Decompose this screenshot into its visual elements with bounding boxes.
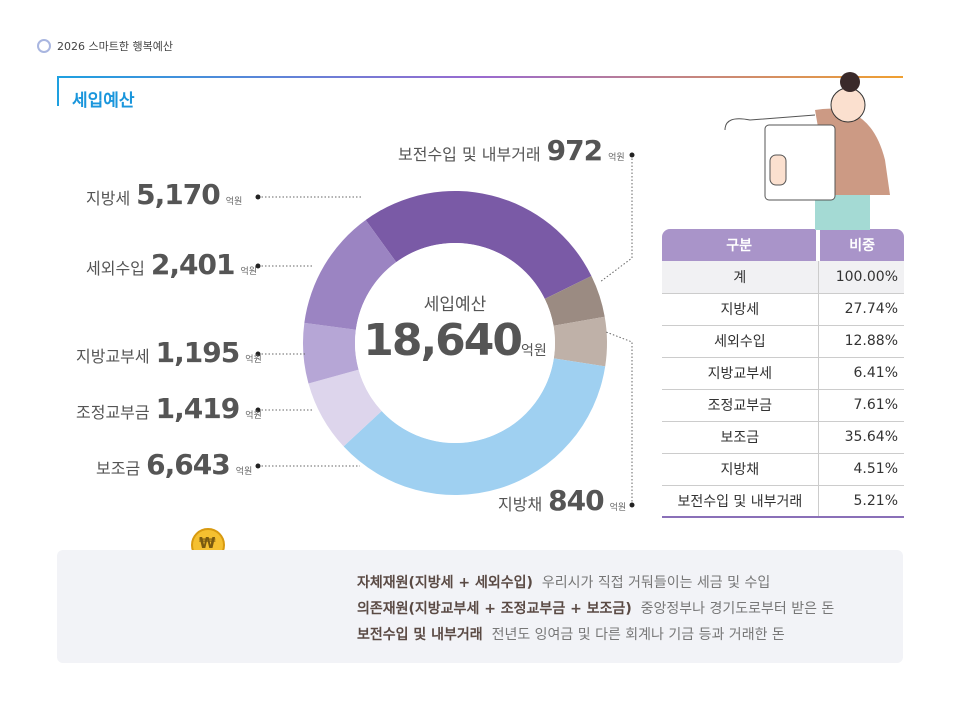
slice-unit: 억원 <box>608 153 625 163</box>
slice-label: 지방채 840 억원 <box>498 484 626 517</box>
slice-name: 세외수입 <box>86 259 145 278</box>
slice-unit: 억원 <box>609 503 627 513</box>
donut-slice <box>304 220 397 330</box>
category-cell: 세외수입 <box>662 325 819 358</box>
center-label: 세입예산 <box>423 295 487 315</box>
category-cell: 지방채 <box>662 453 819 486</box>
slice-unit: 억원 <box>245 355 262 365</box>
share-cell: 27.74% <box>817 293 904 326</box>
slice-value: 1,195 <box>155 336 241 369</box>
slice-unit: 억원 <box>240 267 258 277</box>
doc-title: 2026 스마트한 행복예산 <box>57 40 173 53</box>
leader-dot <box>255 194 261 200</box>
logo-icon <box>37 39 51 53</box>
share-cell: 4.51% <box>817 453 904 486</box>
table-row: 지방세 27.74% <box>662 293 904 326</box>
leader-dot <box>629 502 635 508</box>
share-cell: 35.64% <box>817 421 904 454</box>
notes-box: 자체재원(지방세 + 세외수입) 우리시가 직접 거둬들이는 세금 및 수입 의… <box>57 550 903 663</box>
table-row: 세외수입 12.88% <box>662 325 904 358</box>
slice-unit: 억원 <box>245 411 262 421</box>
note-term: 자체재원(지방세 + 세외수입) <box>357 575 533 591</box>
slice-name: 지방채 <box>498 495 543 514</box>
note-line: 자체재원(지방세 + 세외수입) 우리시가 직접 거둬들이는 세금 및 수입 <box>357 572 770 592</box>
leader-dot <box>255 263 261 269</box>
section-frame <box>57 76 903 106</box>
donut-slice <box>308 369 382 447</box>
share-cell: 6.41% <box>817 357 904 390</box>
slice-value: 2,401 <box>150 248 236 281</box>
donut-slice <box>343 358 606 495</box>
donut-center: 세입예산 18,640억원 <box>355 290 555 366</box>
share-cell: 12.88% <box>817 325 904 358</box>
table-row: 보조금 35.64% <box>662 421 904 454</box>
table-row: 조정교부금 7.61% <box>662 389 904 422</box>
table-row: 계 100.00% <box>662 261 904 294</box>
person-illustration <box>724 72 890 230</box>
slice-name: 지방교부세 <box>76 347 150 366</box>
note-line: 보전수입 및 내부거래 전년도 잉여금 및 다른 회계나 기금 등과 거래한 돈 <box>357 624 785 644</box>
slice-value: 840 <box>548 484 604 517</box>
donut-slice <box>544 276 605 326</box>
donut-hole <box>355 243 555 443</box>
section-title: 세입예산 <box>72 91 135 111</box>
slice-name: 보전수입 및 내부거래 <box>398 145 541 164</box>
slice-value: 6,643 <box>146 448 231 481</box>
slice-value: 5,170 <box>136 178 221 211</box>
leader-dot <box>629 152 635 158</box>
note-line: 의존재원(지방교부세 + 조정교부금 + 보조금) 중앙정부나 경기도로부터 받… <box>357 598 834 618</box>
leader-dot <box>255 407 261 413</box>
doc-header: 2026 스마트한 행복예산 <box>37 38 173 54</box>
donut-slice <box>303 322 359 384</box>
category-cell: 계 <box>662 261 819 294</box>
category-cell: 조정교부금 <box>662 389 819 422</box>
leader-dot <box>255 351 261 357</box>
center-unit: 억원 <box>521 343 547 359</box>
category-cell: 보전수입 및 내부거래 <box>662 485 819 518</box>
share-table: 구분 비중 계 100.00% 지방세 27.74% 세외수입 12.88% 지방교부세 6.4… <box>662 229 904 518</box>
category-cell: 지방교부세 <box>662 357 819 390</box>
note-term: 의존재원(지방교부세 + 조정교부금 + 보조금) <box>357 601 632 617</box>
leader-line <box>599 155 633 283</box>
slice-name: 조정교부금 <box>76 403 150 422</box>
slice-name: 지방세 <box>86 189 131 208</box>
donut-slice <box>365 191 592 299</box>
slice-unit: 억원 <box>225 197 243 207</box>
slice-value: 972 <box>546 134 603 167</box>
donut-slice <box>553 316 607 367</box>
share-cell: 5.21% <box>817 485 904 518</box>
won-coin-icon: ₩ <box>199 534 216 552</box>
slice-label: 지방세 5,170 억원 <box>86 178 242 211</box>
note-desc: 전년도 잉여금 및 다른 회계나 기금 등과 거래한 돈 <box>491 627 785 643</box>
category-cell: 보조금 <box>662 421 819 454</box>
slice-label: 지방교부세 1,195 억원 <box>76 336 262 369</box>
slice-label: 세외수입 2,401 억원 <box>86 248 257 281</box>
note-desc: 우리시가 직접 거둬들이는 세금 및 수입 <box>541 575 771 591</box>
col-header: 구분 <box>662 229 819 261</box>
slice-label: 보조금 6,643 억원 <box>96 448 252 481</box>
table-row: 지방교부세 6.41% <box>662 357 904 390</box>
slice-label: 조정교부금 1,419 억원 <box>76 392 262 425</box>
leader-line <box>605 331 633 505</box>
category-cell: 지방세 <box>662 293 819 326</box>
center-value: 18,640 <box>363 315 523 366</box>
note-desc: 중앙정부나 경기도로부터 받은 돈 <box>640 601 835 617</box>
slice-name: 보조금 <box>96 459 141 478</box>
slice-value: 1,419 <box>155 392 241 425</box>
leader-dot <box>255 463 261 469</box>
share-cell: 100.00% <box>817 261 904 294</box>
slice-unit: 억원 <box>235 467 253 477</box>
share-cell: 7.61% <box>817 389 904 422</box>
slice-label: 보전수입 및 내부거래 972 억원 <box>398 134 625 167</box>
note-term: 보전수입 및 내부거래 <box>357 627 483 643</box>
table-row: 보전수입 및 내부거래 5.21% <box>662 485 904 518</box>
table-row: 지방채 4.51% <box>662 453 904 486</box>
col-header: 비중 <box>816 229 904 261</box>
